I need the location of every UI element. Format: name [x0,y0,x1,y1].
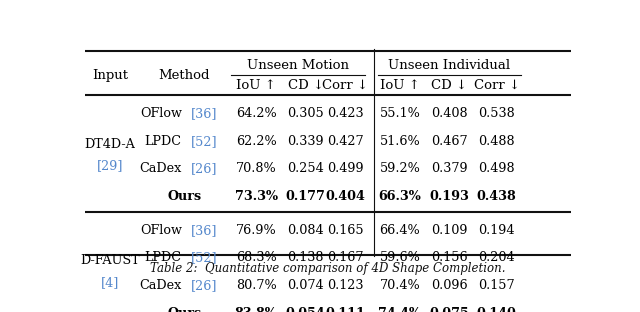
Text: 0.254: 0.254 [287,163,324,175]
Text: LPDC: LPDC [145,251,182,264]
Text: 73.3%: 73.3% [235,190,278,203]
Text: 59.6%: 59.6% [380,251,420,264]
Text: 0.140: 0.140 [477,307,516,312]
Text: Unseen Individual: Unseen Individual [388,59,511,71]
Text: 0.194: 0.194 [478,224,515,237]
Text: 76.9%: 76.9% [236,224,276,237]
Text: OFlow: OFlow [140,107,182,120]
Text: 0.157: 0.157 [478,279,515,292]
Text: Corr ↓: Corr ↓ [323,79,369,92]
Text: [52]: [52] [191,135,218,148]
Text: 0.404: 0.404 [325,190,365,203]
Text: DT4D-A: DT4D-A [84,138,135,151]
Text: [26]: [26] [191,279,217,292]
Text: 0.054: 0.054 [286,307,326,312]
Text: 0.467: 0.467 [431,135,468,148]
Text: 0.408: 0.408 [431,107,468,120]
Text: 0.111: 0.111 [325,307,365,312]
Text: [36]: [36] [191,224,217,237]
Text: 74.4%: 74.4% [378,307,421,312]
Text: CaDex: CaDex [140,163,182,175]
Text: 66.4%: 66.4% [380,224,420,237]
Text: 0.193: 0.193 [429,190,470,203]
Text: 0.438: 0.438 [477,190,516,203]
Text: 0.423: 0.423 [327,107,364,120]
Text: 0.204: 0.204 [478,251,515,264]
Text: 64.2%: 64.2% [236,107,276,120]
Text: CaDex: CaDex [140,279,182,292]
Text: 0.138: 0.138 [287,251,324,264]
Text: 0.339: 0.339 [287,135,324,148]
Text: D-FAUST: D-FAUST [80,254,140,267]
Text: 51.6%: 51.6% [380,135,420,148]
Text: 0.156: 0.156 [431,251,468,264]
Text: 0.109: 0.109 [431,224,468,237]
Text: CD ↓: CD ↓ [287,79,324,92]
Text: 83.8%: 83.8% [235,307,278,312]
Text: 0.167: 0.167 [327,251,364,264]
Text: IoU ↑: IoU ↑ [380,79,420,92]
Text: [52]: [52] [191,251,218,264]
Text: 0.165: 0.165 [327,224,364,237]
Text: Ours: Ours [167,190,201,203]
Text: [36]: [36] [191,107,217,120]
Text: 68.3%: 68.3% [236,251,276,264]
Text: 0.427: 0.427 [327,135,364,148]
Text: 0.123: 0.123 [327,279,364,292]
Text: Table 2:  Quantitative comparison of 4D Shape Completion.: Table 2: Quantitative comparison of 4D S… [150,261,506,275]
Text: Method: Method [159,69,210,82]
Text: 0.379: 0.379 [431,163,468,175]
Text: 62.2%: 62.2% [236,135,276,148]
Text: Unseen Motion: Unseen Motion [247,59,349,71]
Text: 0.096: 0.096 [431,279,468,292]
Text: 0.538: 0.538 [478,107,515,120]
Text: OFlow: OFlow [140,224,182,237]
Text: 0.305: 0.305 [287,107,324,120]
Text: 0.488: 0.488 [478,135,515,148]
Text: 59.2%: 59.2% [380,163,420,175]
Text: Input: Input [92,69,128,82]
Text: 80.7%: 80.7% [236,279,276,292]
Text: IoU ↑: IoU ↑ [236,79,276,92]
Text: Ours: Ours [167,307,201,312]
Text: 0.075: 0.075 [429,307,469,312]
Text: 70.4%: 70.4% [380,279,420,292]
Text: 0.177: 0.177 [285,190,326,203]
Text: CD ↓: CD ↓ [431,79,468,92]
Text: 0.498: 0.498 [478,163,515,175]
Text: 70.8%: 70.8% [236,163,276,175]
Text: 0.084: 0.084 [287,224,324,237]
Text: LPDC: LPDC [145,135,182,148]
Text: 66.3%: 66.3% [378,190,421,203]
Text: 55.1%: 55.1% [380,107,420,120]
Text: [26]: [26] [191,163,217,175]
Text: [29]: [29] [97,159,123,173]
Text: [4]: [4] [100,276,119,289]
Text: 0.074: 0.074 [287,279,324,292]
Text: 0.499: 0.499 [327,163,364,175]
Text: Corr ↓: Corr ↓ [474,79,520,92]
